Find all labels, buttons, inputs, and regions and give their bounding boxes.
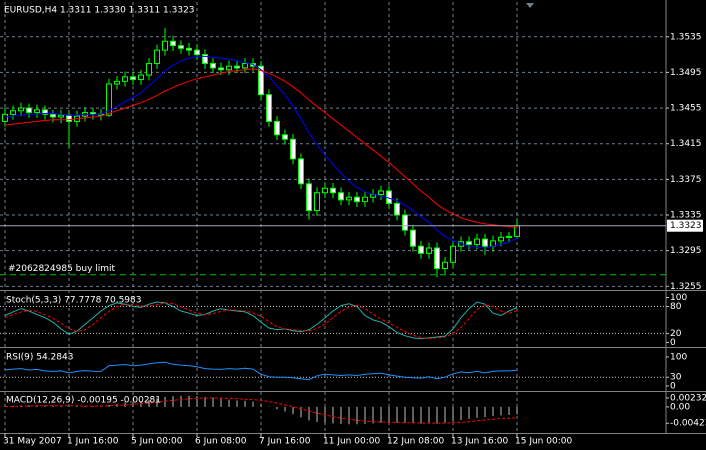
candle-body	[178, 45, 184, 49]
candle-body	[226, 65, 232, 71]
candle-body	[146, 63, 152, 76]
y-tick-label: 100	[670, 293, 687, 303]
candle-body	[290, 138, 296, 160]
candle-body	[2, 113, 8, 122]
indicator-line	[4, 301, 518, 340]
candle-body	[210, 63, 216, 69]
y-tick-label: 0.00232	[670, 393, 706, 403]
y-tick-label: 1.3295	[670, 246, 702, 256]
candle-body	[258, 65, 264, 96]
candle-body	[330, 187, 336, 194]
candle-body	[426, 247, 432, 254]
candle-body	[26, 107, 32, 114]
last-price-label: 1.3323	[670, 221, 702, 231]
y-tick-label: 1.3415	[670, 139, 702, 149]
candle-body	[242, 63, 248, 69]
y-tick-label: 0	[670, 381, 676, 391]
candle-body	[282, 134, 288, 140]
candle-body	[194, 49, 200, 56]
candle-body	[130, 76, 136, 81]
indicator-line	[5, 397, 518, 424]
candle-body	[506, 235, 512, 238]
candle-body	[442, 261, 448, 269]
y-tick-label: 1.3335	[670, 211, 702, 221]
x-tick-label: 11 Jun 00:00	[323, 437, 380, 447]
candle-body	[394, 202, 400, 216]
y-tick-label: 0.00	[670, 402, 690, 412]
y-tick-label: -0.00423	[670, 419, 706, 429]
candle-body	[170, 40, 176, 47]
y-tick-label: 100	[670, 352, 687, 362]
candle-body	[106, 83, 112, 116]
y-tick-label: 80	[670, 302, 682, 312]
indicator-line	[4, 302, 518, 339]
candle-body	[322, 187, 328, 194]
x-tick-label: 1 Jun 16:00	[67, 437, 119, 447]
candle-body	[474, 238, 480, 245]
indicator-title: RSI(9) 54.2843	[6, 353, 73, 363]
candle-body	[18, 107, 24, 112]
candle-body	[138, 74, 144, 81]
candle-body	[10, 110, 16, 115]
order-label: #2062824985 buy limit	[8, 264, 116, 274]
candle-body	[298, 158, 304, 185]
indicator-line	[4, 55, 518, 249]
candle-body	[410, 229, 416, 247]
candle-body	[234, 65, 240, 69]
x-tick-label: 31 May 2007	[3, 437, 62, 447]
indicator-line	[4, 361, 518, 381]
indicator-title: MACD(12,26,9) -0.00195 -0.00281	[6, 396, 161, 406]
candle-body	[186, 47, 192, 51]
y-tick-label: 30	[670, 373, 682, 383]
y-tick-label: 1.3255	[670, 282, 702, 292]
y-tick-label: 0	[670, 338, 676, 348]
last-price-box	[667, 219, 703, 232]
candle-body	[162, 40, 168, 51]
candle-body	[378, 190, 384, 196]
y-tick-label: 1.3455	[670, 104, 702, 114]
candle-body	[338, 192, 344, 201]
candle-body	[218, 67, 224, 71]
candle-body	[154, 49, 160, 65]
x-tick-label: 15 Jun 00:00	[515, 437, 572, 447]
y-tick-label: 1.3535	[670, 32, 702, 42]
candle-body	[362, 196, 368, 203]
candle-body	[418, 245, 424, 254]
candle-body	[450, 245, 456, 263]
x-tick-label: 7 Jun 16:00	[259, 437, 311, 447]
candle-body	[274, 120, 280, 136]
candle-body	[266, 94, 272, 122]
y-tick-label: 1.3495	[670, 68, 702, 78]
candle-body	[202, 54, 208, 64]
candle-body	[482, 238, 488, 247]
y-tick-label: 20	[670, 329, 682, 339]
chart-title: EURUSD,H4 1.3311 1.3330 1.3311 1.3323	[4, 6, 195, 16]
candle-body	[434, 247, 440, 269]
y-tick-label: 1.3375	[670, 175, 702, 185]
candle-body	[466, 241, 472, 245]
x-tick-label: 6 Jun 08:00	[195, 437, 247, 447]
x-tick-label: 12 Jun 08:00	[387, 437, 444, 447]
x-tick-label: 13 Jun 16:00	[451, 437, 508, 447]
candle-body	[34, 109, 40, 114]
candle-body	[314, 192, 320, 212]
candle-body	[346, 196, 352, 201]
candle-body	[58, 114, 64, 118]
x-tick-label: 5 Jun 00:00	[131, 437, 183, 447]
candle-body	[402, 214, 408, 231]
candle-body	[306, 183, 312, 212]
candle-body	[498, 236, 504, 242]
indicator-line	[4, 68, 518, 228]
shift-marker	[526, 3, 534, 8]
candle-body	[114, 80, 120, 85]
candle-body	[122, 76, 128, 82]
candle-body	[42, 109, 48, 115]
candle-body	[66, 114, 72, 122]
candle-body	[50, 113, 56, 118]
candle-body	[354, 196, 360, 203]
indicator-title: Stoch(5,3,3) 77.7778 70.5983	[6, 296, 141, 306]
